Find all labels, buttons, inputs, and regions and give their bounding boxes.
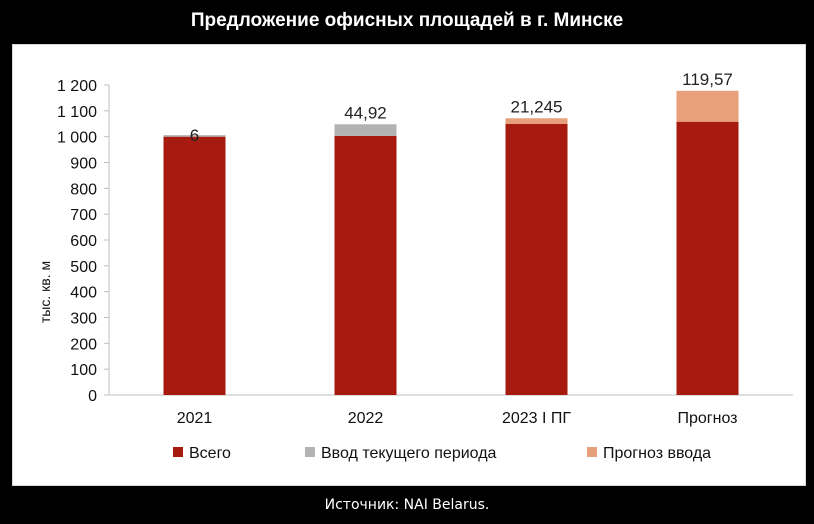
y-tick-label: 600 (70, 233, 97, 250)
legend-swatch (587, 447, 597, 457)
data-label: 21,245 (511, 97, 563, 116)
chart-title: Предложение офисных площадей в г. Минске (190, 10, 624, 31)
data-label: 119,57 (682, 70, 733, 89)
source-note: Источник: NAI Belarus. (324, 497, 490, 513)
chart-panel: 0 100 200 300 400 500 600 700 800 900 1 000 1 100 1 … (12, 44, 806, 486)
chart-svg: 0 100 200 300 400 500 600 700 800 900 1 000 1 100 1 … (37, 70, 793, 462)
x-tick-label: 2022 (348, 410, 384, 427)
y-tick-label: 300 (70, 311, 97, 328)
y-tick-label: 0 (88, 388, 97, 405)
y-tick-label: 800 (70, 181, 97, 198)
y-axis-label: тыс. кв. м (37, 261, 53, 323)
y-tick-label: 700 (70, 207, 97, 224)
legend-label: Прогноз ввода (603, 445, 711, 462)
y-tick-label: 1 100 (57, 104, 97, 121)
axes: 0 100 200 300 400 500 600 700 800 900 1 000 1 100 1 … (57, 78, 793, 427)
bar-segment (334, 135, 397, 395)
y-tick-label: 100 (70, 362, 97, 379)
bar-segment (163, 136, 226, 395)
y-tick-label: 1 200 (57, 78, 97, 95)
y-tick-label: 200 (70, 336, 97, 353)
data-label: 44,92 (344, 103, 387, 122)
bar-segment (334, 124, 397, 136)
y-tick-label: 400 (70, 285, 97, 302)
bar-segment (676, 121, 739, 395)
legend-label: Всего (189, 445, 231, 462)
bars (163, 90, 739, 395)
x-tick-label: 2021 (177, 410, 213, 427)
x-tick-label: Прогноз (677, 410, 737, 427)
legend-swatch (173, 447, 183, 457)
legend-swatch (305, 447, 315, 457)
y-tick-label: 900 (70, 156, 97, 173)
y-tick-label: 500 (70, 259, 97, 276)
data-labels: 6 44,92 21,245 119,57 (190, 70, 733, 145)
bar-segment (505, 123, 568, 395)
x-tick-label: 2023 I ПГ (502, 410, 571, 427)
bar-segment (505, 118, 568, 124)
legend-label: Ввод текущего периода (321, 445, 497, 462)
bar-segment (676, 90, 739, 122)
y-tick-label: 1 000 (57, 130, 97, 147)
data-label: 6 (190, 126, 199, 145)
bar-segment (163, 135, 226, 137)
legend: Всего Ввод текущего периода Прогноз ввода (173, 445, 711, 462)
